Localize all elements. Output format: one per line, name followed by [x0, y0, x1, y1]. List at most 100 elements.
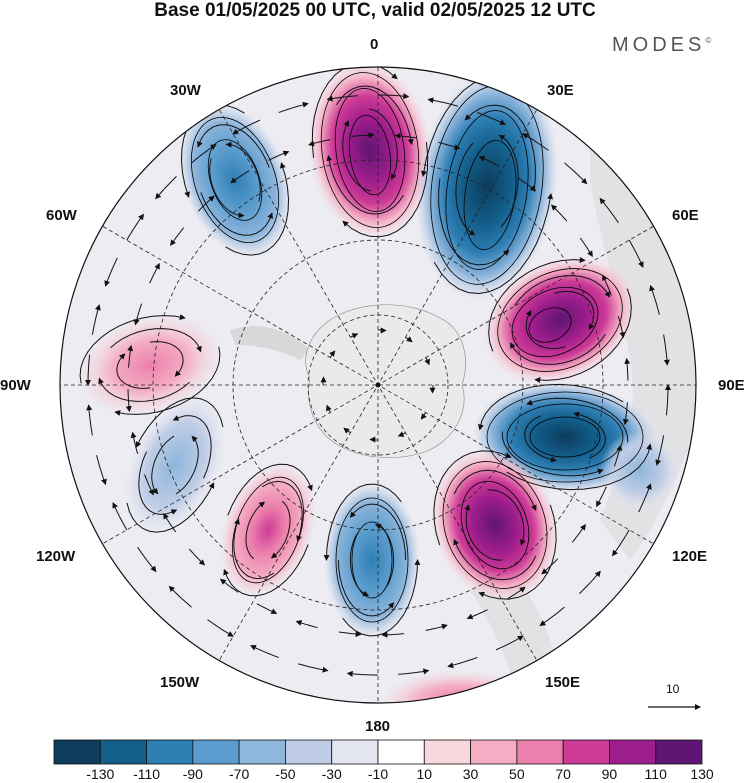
colorbar-label: -10: [367, 766, 389, 782]
streamline: [116, 353, 151, 389]
streamline: [506, 443, 653, 491]
streamline: [617, 315, 626, 339]
colorbar-swatch: [192, 739, 240, 765]
streamline: [425, 623, 448, 631]
streamline: [230, 170, 250, 184]
lon-label-180: 180: [365, 718, 391, 735]
streamline: [438, 178, 510, 266]
streamline: [602, 274, 612, 296]
streamline: [487, 489, 526, 546]
streamline: [200, 192, 273, 236]
streamline: [311, 67, 398, 158]
streamline: [438, 141, 461, 150]
streamline: [85, 354, 91, 386]
streamline: [149, 262, 160, 284]
streamline: [337, 559, 395, 617]
streamline: [256, 603, 278, 614]
lon-label-90w: 90W: [0, 377, 31, 394]
streamline: [599, 197, 619, 224]
streamline: [225, 162, 290, 256]
streamline: [144, 474, 154, 496]
colorbar-label: -130: [86, 766, 115, 782]
streamline: [126, 482, 215, 533]
anomaly-positive-0: [307, 67, 433, 240]
brand-text: MODES: [612, 34, 706, 56]
colorbar-swatch: [516, 739, 564, 765]
colorbar-label: -90: [182, 766, 203, 782]
streamline: [466, 609, 488, 620]
streamline: [104, 257, 118, 287]
anomaly-positive-150w: [219, 462, 317, 598]
colorbar-label: 50: [509, 766, 525, 782]
streamline: [112, 502, 128, 531]
streamline: [329, 350, 336, 358]
streamline: [369, 436, 378, 443]
lon-label-30e: 30E: [547, 82, 574, 99]
streamline: [197, 195, 215, 212]
reference-vector-label: 10: [666, 682, 680, 696]
streamline: [86, 404, 93, 436]
streamline: [464, 504, 503, 561]
colorbar-swatch: [53, 739, 101, 765]
streamline: [125, 389, 132, 413]
streamline: [149, 341, 184, 377]
streamline: [524, 415, 557, 463]
lon-label-0: 0: [370, 36, 379, 53]
land-peninsula: [230, 326, 310, 360]
streamline: [295, 620, 318, 629]
colorbar: [53, 739, 703, 765]
streamline: [398, 668, 430, 675]
streamline: [612, 529, 630, 557]
anomaly-positive-90w: [76, 312, 224, 418]
map-title: Base 01/05/2025 00 UTC, valid 02/05/2025…: [154, 0, 596, 21]
colorbar-swatch: [331, 739, 379, 765]
streamline: [498, 134, 519, 228]
contour-lines: [190, 72, 644, 623]
streamline: [151, 435, 175, 495]
colorbar-label: -30: [321, 766, 342, 782]
streamline: [573, 411, 606, 459]
streamline: [397, 431, 406, 437]
streamline: [96, 455, 107, 486]
streamline: [394, 132, 418, 139]
streamline: [525, 309, 566, 350]
streamline: [564, 162, 588, 185]
streamline: [163, 512, 177, 533]
streamline: [232, 119, 261, 135]
colorbar-label: -70: [229, 766, 250, 782]
map-field: [60, 67, 696, 703]
streamline: [501, 431, 604, 477]
colorbar-label: 90: [601, 766, 618, 782]
streamline: [429, 385, 436, 394]
streamline: [478, 156, 500, 167]
streamline: [349, 503, 407, 561]
colorbar-swatch: [655, 739, 703, 765]
streamline: [342, 120, 372, 192]
streamline: [79, 314, 186, 384]
colorbar-label: 70: [555, 766, 571, 782]
streamline: [477, 383, 624, 431]
streamline: [622, 402, 629, 426]
streamline: [433, 193, 554, 295]
streamline: [517, 177, 537, 192]
streamline: [249, 645, 279, 658]
streamline: [126, 213, 144, 241]
streamline: [343, 427, 351, 434]
lon-label-150e: 150E: [545, 674, 581, 691]
streamline: [219, 578, 239, 593]
streamline: [261, 480, 303, 542]
streamline: [170, 227, 185, 247]
lon-label-150w: 150W: [160, 674, 200, 691]
streamline: [323, 483, 402, 561]
streamline: [488, 256, 586, 352]
streamline: [207, 619, 234, 637]
streamline: [278, 101, 309, 113]
streamline: [420, 412, 427, 420]
lon-label-120w: 120W: [36, 548, 76, 565]
streamline: [374, 523, 395, 588]
lon-label-90e: 90E: [718, 377, 745, 394]
lon-label-120e: 120E: [672, 548, 708, 565]
streamline: [349, 532, 370, 597]
streamline: [477, 112, 507, 125]
